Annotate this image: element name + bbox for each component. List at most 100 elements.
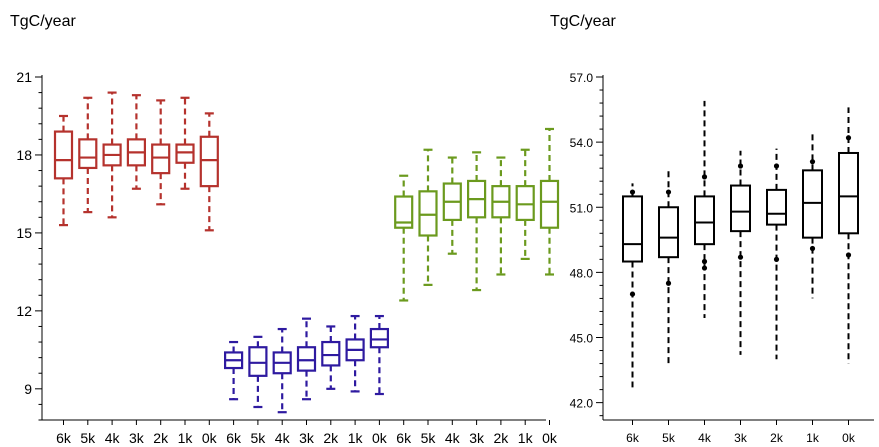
left-xtick-label: 2k xyxy=(323,430,339,446)
right-xtick-label: 5k xyxy=(662,431,676,445)
right-ytick-label: 51.0 xyxy=(570,201,594,215)
left-box-0-0 xyxy=(53,114,74,227)
left-xtick-label: 3k xyxy=(299,430,315,446)
right-chart-ylabel: TgC/year xyxy=(550,13,616,30)
right-xtick-label: 4k xyxy=(698,431,712,445)
left-box-2-1 xyxy=(418,148,438,286)
left-ytick-label: 15 xyxy=(16,225,32,241)
left-xtick-label: 1k xyxy=(178,430,194,446)
outlier-point xyxy=(701,265,708,271)
iqr-box xyxy=(394,195,414,229)
iqr-box xyxy=(175,143,195,164)
outlier-point xyxy=(665,189,672,195)
right-box-0-2 xyxy=(694,100,715,318)
right-chart: 42.0 45.0 48.0 51.0 54.0 57.0 6k 5k 4k 3k 2k 1k 0k xyxy=(570,71,874,445)
outlier-point xyxy=(665,280,672,286)
outlier-point xyxy=(701,174,708,180)
iqr-box xyxy=(730,184,751,233)
iqr-box xyxy=(53,130,74,180)
iqr-box xyxy=(321,340,341,367)
iqr-box xyxy=(199,135,219,188)
left-xtick-label: 5k xyxy=(251,430,267,446)
left-box-1-0 xyxy=(224,340,244,401)
outlier-point xyxy=(737,163,744,169)
left-box-1-4 xyxy=(321,325,341,390)
left-box-2-2 xyxy=(442,156,462,255)
iqr-box xyxy=(838,151,859,235)
right-box-0-4 xyxy=(766,148,787,360)
outlier-point xyxy=(809,245,816,252)
right-xtick-label: 2k xyxy=(770,431,784,445)
iqr-box xyxy=(802,169,823,239)
left-xtick-label: 2k xyxy=(153,430,169,446)
left-box-2-3 xyxy=(467,151,487,292)
right-ytick-label: 48.0 xyxy=(570,266,594,280)
left-ytick-label: 9 xyxy=(24,381,32,397)
left-xtick-label: 0k xyxy=(542,430,558,446)
left-box-1-3 xyxy=(296,317,317,401)
iqr-box xyxy=(151,143,171,175)
left-box-0-4 xyxy=(151,99,171,206)
iqr-box xyxy=(539,179,560,229)
left-box-2-0 xyxy=(394,174,414,302)
iqr-box xyxy=(248,346,268,377)
outlier-point xyxy=(809,159,816,165)
right-box-0-0 xyxy=(622,183,643,388)
iqr-box xyxy=(418,190,438,237)
left-xtick-label: 4k xyxy=(445,430,461,446)
left-box-1-1 xyxy=(248,335,268,409)
left-ytick-label: 18 xyxy=(16,147,32,163)
left-box-0-1 xyxy=(78,96,98,214)
right-box-0-6 xyxy=(838,107,859,364)
left-box-0-2 xyxy=(102,91,122,219)
iqr-box xyxy=(369,327,389,349)
left-ytick-label: 12 xyxy=(16,303,32,319)
left-xtick-label: 6k xyxy=(56,430,72,446)
outlier-point xyxy=(737,254,744,260)
iqr-box xyxy=(658,206,679,259)
right-xtick-label: 3k xyxy=(734,431,748,445)
left-box-1-5 xyxy=(345,314,365,393)
outlier-point xyxy=(773,256,780,262)
iqr-box xyxy=(694,195,715,246)
left-xtick-label: 3k xyxy=(469,430,485,446)
left-xtick-label: 0k xyxy=(202,430,218,446)
left-box-0-3 xyxy=(126,94,147,190)
left-box-2-4 xyxy=(491,156,511,276)
outlier-point xyxy=(845,252,852,258)
iqr-box xyxy=(766,188,787,226)
left-xtick-label: 6k xyxy=(226,430,242,446)
right-ytick-label: 45.0 xyxy=(570,332,594,346)
left-xtick-label: 4k xyxy=(105,430,121,446)
right-box-0-1 xyxy=(658,168,679,366)
iqr-box xyxy=(78,138,98,170)
left-box-0-6 xyxy=(199,112,219,232)
outlier-point xyxy=(773,163,780,169)
right-ytick-label: 42.0 xyxy=(570,397,594,411)
left-box-0-5 xyxy=(175,96,195,190)
left-xtick-label: 2k xyxy=(494,430,510,446)
left-box-1-2 xyxy=(272,327,292,414)
left-chart-ylabel: TgC/year xyxy=(10,13,76,30)
left-xtick-label: 1k xyxy=(348,430,364,446)
left-xtick-label: 3k xyxy=(129,430,145,446)
left-box-2-6 xyxy=(539,127,560,276)
outlier-point xyxy=(845,135,852,141)
outlier-point xyxy=(701,258,708,265)
right-ytick-label: 54.0 xyxy=(570,136,594,150)
left-xtick-label: 4k xyxy=(275,430,291,446)
left-ytick-label: 21 xyxy=(16,69,32,85)
iqr-box xyxy=(296,346,317,372)
right-ytick-label: 57.0 xyxy=(570,71,594,85)
left-xtick-label: 0k xyxy=(372,430,388,446)
left-box-2-5 xyxy=(515,148,535,260)
left-xtick-label: 5k xyxy=(80,430,96,446)
left-box-1-6 xyxy=(369,314,389,396)
outlier-point xyxy=(629,291,636,297)
right-xtick-label: 1k xyxy=(806,431,820,445)
left-xtick-label: 5k xyxy=(421,430,437,446)
iqr-box xyxy=(515,185,535,222)
right-box-0-3 xyxy=(730,150,751,355)
left-xtick-label: 6k xyxy=(396,430,412,446)
